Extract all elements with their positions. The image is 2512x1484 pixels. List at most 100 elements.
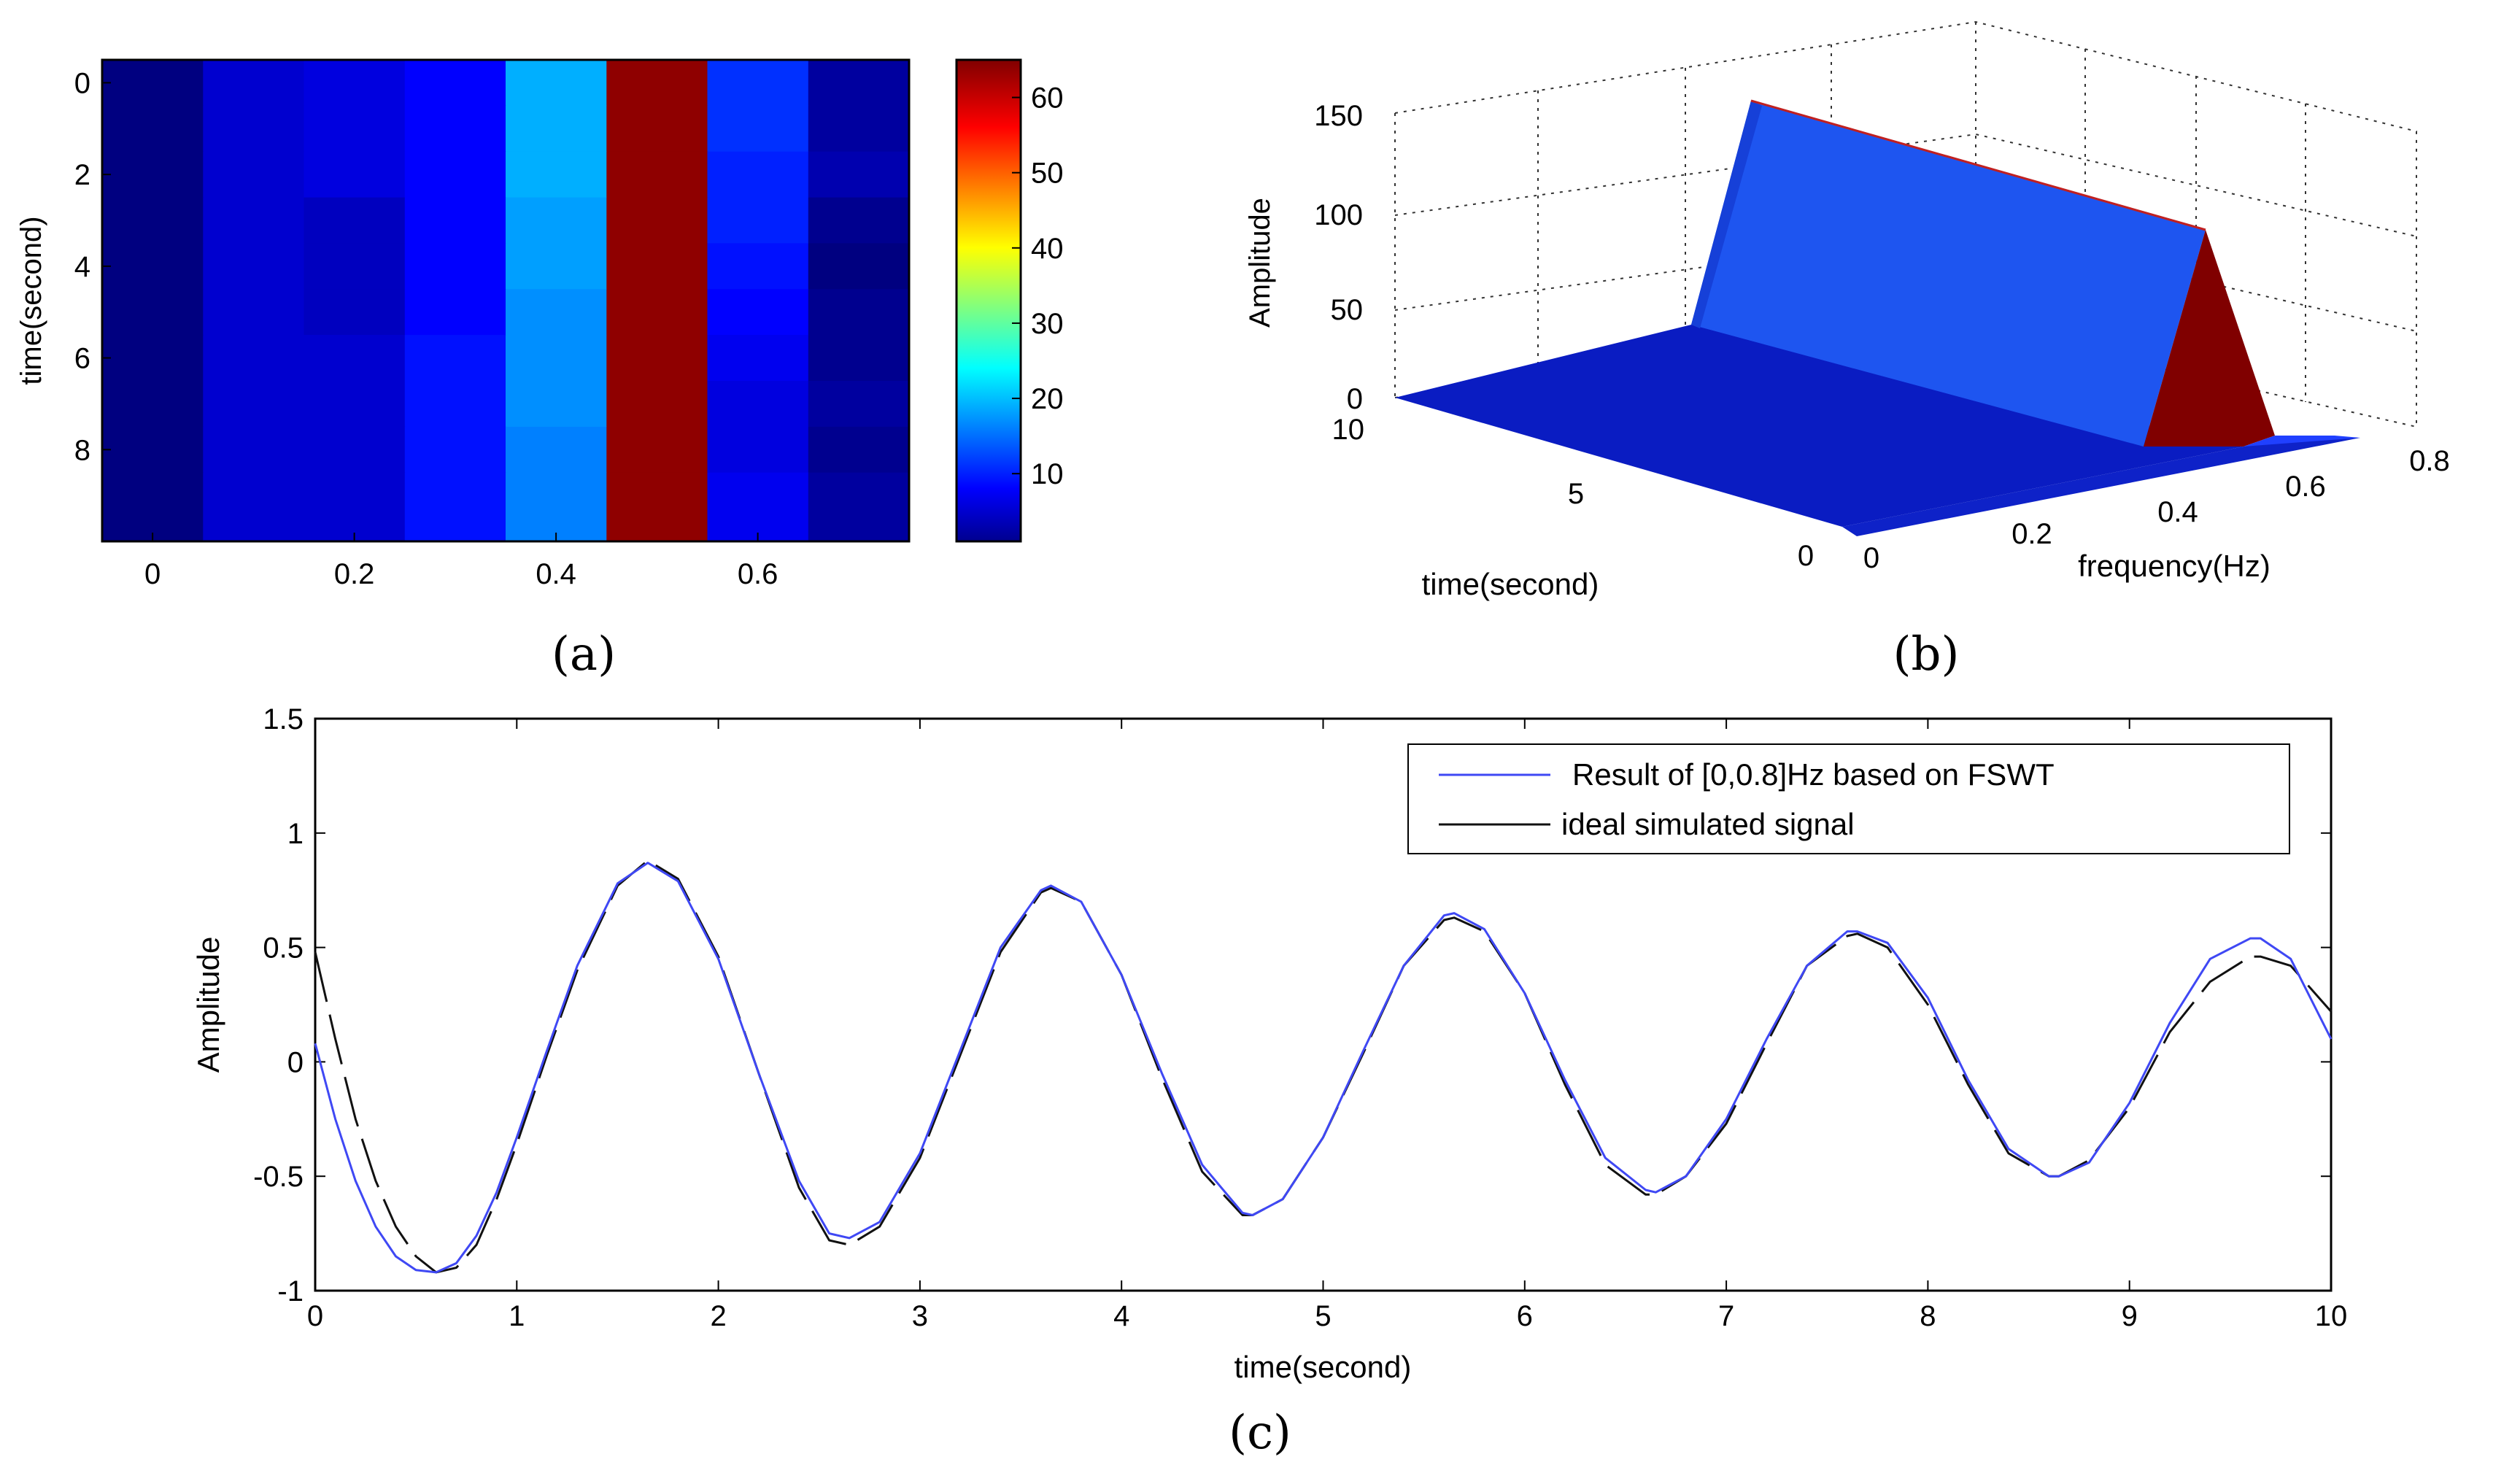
colorbar [955, 58, 1022, 543]
colorbar-tick-label: 60 [1031, 82, 1064, 115]
heatmap-y-tick-label: 2 [74, 159, 90, 191]
freq-tick-0.2: 0.2 [2011, 518, 2052, 550]
heatmap-cell [304, 243, 406, 290]
line-x-tick-label: 8 [1920, 1300, 1936, 1332]
line-x-tick-label: 3 [912, 1300, 928, 1332]
colorbar-tick-label: 40 [1031, 233, 1064, 265]
z-tick-150: 150 [1314, 100, 1363, 132]
colorbar-tick-label: 50 [1031, 158, 1064, 190]
legend: Result of [0,0.8]Hz based on FSWT ideal … [1407, 743, 2290, 854]
heatmap-cell [707, 289, 809, 336]
heatmap-cell [203, 426, 305, 474]
colorbar-tick-label: 10 [1031, 458, 1064, 490]
caption-c: (c) [1229, 1406, 1291, 1460]
heatmap-cell [203, 60, 305, 107]
heatmap-cell [808, 151, 910, 198]
panel-b-surface: 150 100 50 0 Amplitude 10 5 0 time(secon… [1244, 20, 2450, 681]
legend-label-fswt: Result of [0,0.8]Hz based on FSWT [1572, 757, 2055, 792]
heatmap-cell [102, 243, 204, 290]
heatmap-x-tick-label: 0 [144, 558, 161, 590]
heatmap-frame [101, 58, 911, 543]
heatmap-cell [808, 105, 910, 152]
line-x-tick-label: 6 [1517, 1300, 1533, 1332]
time-tick-10: 10 [1332, 414, 1365, 446]
heatmap-cell [404, 381, 506, 428]
surface-faces [1395, 99, 2360, 536]
heatmap-cell [506, 335, 608, 382]
heatmap-cell [304, 197, 406, 244]
line-x-tick-label: 4 [1113, 1300, 1129, 1332]
heatmap-cell [707, 335, 809, 382]
heatmap-cell [506, 289, 608, 336]
heatmap-y-axis-label: time(second) [15, 216, 47, 384]
freq-tick-0.4: 0.4 [2157, 496, 2198, 528]
heatmap-cell [102, 381, 204, 428]
heatmap-cell [203, 381, 305, 428]
heatmap-cell [506, 381, 608, 428]
colorbar-tick-label: 20 [1031, 383, 1064, 415]
heatmap-cell [808, 289, 910, 336]
line-series [314, 859, 2333, 1274]
heatmap-cell [404, 60, 506, 107]
heatmap-cell [808, 60, 910, 107]
heatmap-cell [203, 335, 305, 382]
heatmap-cell [506, 105, 608, 152]
line-y-tick-label: 1 [287, 818, 304, 850]
heatmap-cell [203, 243, 305, 290]
colorbar-ticks: 10 20 30 40 50 60 [1012, 82, 1064, 490]
freq-axis-label: frequency(Hz) [2078, 549, 2271, 583]
z-tick-100: 100 [1314, 199, 1363, 231]
heatmap-y-tick-label: 4 [74, 251, 90, 283]
heatmap-cell [304, 105, 406, 152]
heatmap-cell [606, 335, 708, 382]
heatmap-cell [304, 472, 406, 542]
z-axis-label: Amplitude [1244, 198, 1276, 328]
panel-c-line-chart: 0 1 2 3 4 5 6 7 8 9 10-1-0.500.511.5 time(second) … [191, 703, 2347, 1460]
panel-a-heatmap: 0 0.2 0.4 0.6 0 2 4 6 8 time(second) 10 20 30 40 50… [15, 58, 1064, 681]
heatmap-cell [707, 60, 809, 107]
heatmap-cell [102, 60, 204, 107]
line-x-tick-label: 10 [2315, 1300, 2348, 1332]
heatmap-cell [203, 289, 305, 336]
heatmap-cell [606, 289, 708, 336]
heatmap-y-tick-label: 6 [74, 343, 90, 375]
heatmap-cell [506, 472, 608, 542]
heatmap-cell [808, 335, 910, 382]
heatmap-cell [404, 335, 506, 382]
heatmap-x-tick-label: 0.4 [536, 558, 576, 590]
legend-label-ideal: ideal simulated signal [1561, 807, 1855, 841]
heatmap-cell [707, 151, 809, 198]
heatmap-cell [304, 381, 406, 428]
heatmap-cell [707, 243, 809, 290]
heatmap-cells [102, 60, 910, 542]
line-x-tick-label: 5 [1315, 1300, 1331, 1332]
heatmap-x-tick-label: 0.6 [738, 558, 778, 590]
line-y-tick-label: 0 [287, 1046, 304, 1078]
heatmap-cell [808, 197, 910, 244]
heatmap-cell [808, 243, 910, 290]
heatmap-cell [606, 381, 708, 428]
heatmap-cell [808, 426, 910, 474]
heatmap-cell [304, 151, 406, 198]
heatmap-cell [304, 289, 406, 336]
line-y-tick-label: 0.5 [263, 932, 304, 965]
heatmap-cell [404, 151, 506, 198]
heatmap-cell [404, 289, 506, 336]
time-axis-label: time(second) [1422, 567, 1599, 601]
heatmap-cell [404, 197, 506, 244]
line-y-tick-label: -0.5 [253, 1161, 304, 1193]
heatmap-cell [707, 426, 809, 474]
heatmap-cell [606, 60, 708, 107]
heatmap-cell [102, 426, 204, 474]
line-y-tick-label: 1.5 [263, 703, 304, 735]
freq-tick-0.8: 0.8 [2409, 445, 2450, 477]
heatmap-y-tick-label: 0 [74, 67, 90, 99]
heatmap-cell [304, 426, 406, 474]
heatmap-y-ticks: 0 2 4 6 8 [74, 67, 111, 466]
heatmap-cell [102, 335, 204, 382]
legend-box [1407, 743, 2290, 854]
surface-ridge [1750, 99, 2206, 231]
heatmap-cell [203, 151, 305, 198]
line-x-tick-label: 1 [509, 1300, 525, 1332]
time-tick-0: 0 [1798, 540, 1814, 572]
